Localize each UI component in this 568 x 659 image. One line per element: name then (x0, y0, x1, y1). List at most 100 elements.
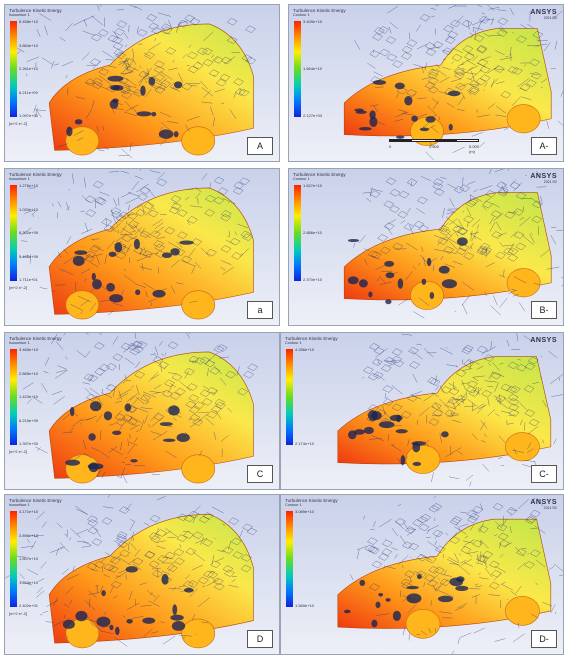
wheel (182, 619, 215, 648)
scale-bar: 0 2.500 5.000 (m) (389, 139, 479, 153)
vortex-blob (393, 611, 401, 621)
colorbar (10, 349, 17, 445)
vortex-blob (398, 278, 404, 288)
scale-label: 2.500 (429, 144, 439, 149)
wheel (182, 291, 215, 319)
vortex-blob (449, 124, 453, 131)
colorbar-tick: 1.507e+10 (19, 556, 38, 561)
colorbar-units: [m^2 s^-2] (9, 611, 27, 616)
colorbar-tick: 8.302e+09 (19, 230, 38, 235)
colorbar-tick: 2.896e+10 (19, 533, 38, 538)
colorbar (294, 21, 301, 117)
vortex-blob (170, 615, 183, 621)
logo-text: ANSYS (530, 173, 557, 180)
colorbar-units: [m^2 s^-2] (9, 285, 27, 290)
vortex-blob (115, 627, 119, 635)
vortex-blob (385, 598, 390, 602)
panel-a2: Turbulence Kinetic Energy Isosurface 1 1.2… (4, 168, 280, 326)
ansys-logo: ANSYS 2021 R2 (530, 9, 557, 20)
legend-subtitle: Contour 1 (285, 503, 302, 507)
vortex-blob (174, 131, 179, 137)
vortex-blob (425, 116, 435, 123)
ansys-logo: ANSYS 2021 R2 (530, 173, 557, 184)
colorbar-tick: 4.286e+10 (295, 347, 314, 352)
colorbar (294, 185, 301, 281)
vortex-blob (356, 111, 367, 114)
panel-label: C (247, 465, 273, 483)
panel-label: D (247, 630, 273, 648)
vortex-blob (89, 462, 99, 472)
scale-bar-graphic (389, 139, 479, 142)
vortex-blob (348, 239, 359, 242)
wheel (507, 105, 540, 133)
scale-label: 0 (389, 144, 391, 149)
colorbar-tick: 2.865e+10 (19, 371, 38, 376)
colorbar-tick: 1.627e+10 (303, 183, 322, 188)
colorbar-tick: 1.224e+10 (19, 580, 38, 585)
vortex-blob (369, 117, 377, 127)
colorbar-tick: 1.711e+01 (19, 277, 38, 282)
panel-label: A (247, 137, 273, 155)
colorbar-tick: 2.402e+01 (19, 603, 38, 608)
panel-label: D- (531, 630, 557, 648)
logo-version: 2021 R2 (530, 180, 557, 184)
panel-b3: Turbulence Kinetic Energy Contour 1 4.286e… (280, 332, 564, 490)
legend-subtitle: Contour 1 (293, 177, 310, 181)
cfd-render (281, 333, 564, 490)
colorbar-tick: 6.211e+09 (19, 90, 38, 95)
vortex-blob (438, 596, 453, 603)
colorbar-tick: 1.569e+10 (295, 603, 314, 608)
colorbar (286, 349, 293, 445)
vortex-blob (430, 292, 435, 299)
wheel (406, 609, 440, 638)
legend-subtitle: Contour 1 (293, 13, 310, 17)
vortex-blob (448, 91, 460, 97)
wheel (505, 433, 539, 461)
scale-label: 5.000 (m) (469, 144, 479, 154)
cfd-render (281, 495, 564, 655)
vortex-blob (406, 593, 421, 603)
vortex-blob (106, 283, 115, 292)
colorbar-tick: 4.171e+10 (19, 509, 38, 514)
vortex-blob (104, 411, 112, 420)
legend-subtitle: Isosurface 1 (9, 503, 30, 507)
cfd-render (289, 169, 564, 326)
wheel (505, 596, 539, 625)
colorbar (10, 21, 17, 117)
vortex-blob (109, 625, 113, 630)
vortex-blob (126, 619, 133, 624)
vortex-blob (390, 415, 403, 421)
colorbar-tick: 1.664e+10 (303, 66, 322, 71)
panel-label: B- (531, 301, 557, 319)
vortex-blob (413, 462, 421, 466)
colorbar-tick: 6.215e+09 (19, 418, 38, 423)
vortex-blob (359, 127, 372, 130)
legend-subtitle: Isosurface 1 (9, 177, 30, 181)
vortex-blob (96, 617, 110, 627)
wheel (182, 127, 215, 155)
vortex-blob (385, 299, 391, 304)
vortex-blob (439, 266, 450, 274)
wheel (182, 455, 215, 483)
cfd-render (5, 333, 280, 490)
panel-b2: Turbulence Kinetic Energy Contour 1 1.627e… (288, 168, 564, 326)
vortex-blob (404, 96, 412, 106)
vortex-blob (368, 291, 372, 297)
colorbar-units: [m^2 s^-2] (9, 121, 27, 126)
vortex-blob (75, 611, 87, 621)
ansys-logo: ANSYS 2021 R2 (530, 499, 557, 510)
vortex-blob (74, 250, 87, 255)
colorbar-tick: 1.423e+10 (19, 394, 38, 399)
colorbar-tick: 2.261e+10 (19, 66, 38, 71)
vortex-blob (163, 439, 176, 442)
panel-b1: Turbulence Kinetic Energy Contour 1 3.409e… (288, 4, 564, 162)
vortex-blob (417, 574, 422, 579)
vortex-blob (90, 401, 101, 411)
colorbar-tick: 1.397e+00 (19, 441, 38, 446)
wheel (507, 269, 540, 297)
colorbar-tick: 2.174e+10 (295, 441, 314, 446)
panel-label: C- (531, 465, 557, 483)
colorbar-tick: 1.276e+10 (19, 183, 38, 188)
cfd-render (5, 169, 280, 326)
wheel (406, 445, 440, 473)
